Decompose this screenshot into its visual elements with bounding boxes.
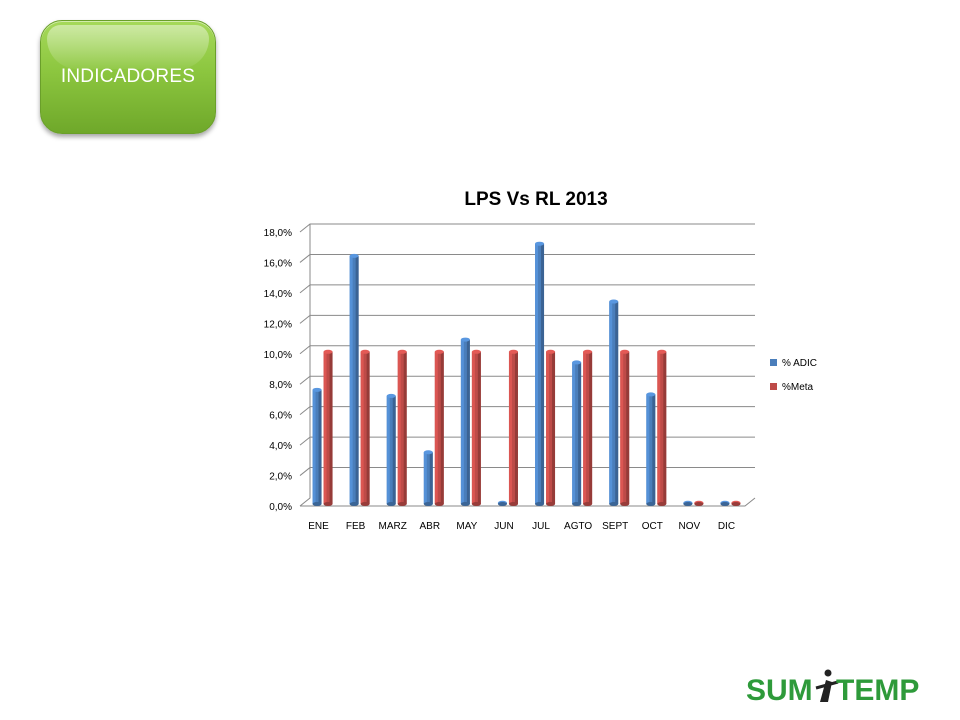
gridline — [299, 467, 755, 476]
bar-meta-agto — [583, 349, 593, 506]
x-axis-labels: ENE FEB MARZ ABR MAY JUN JUL AGTO SEPT OCT NOV DIC — [308, 521, 735, 532]
y-axis-wall — [299, 224, 311, 507]
logo-figure-icon — [815, 669, 839, 702]
gridline — [299, 375, 755, 385]
bar-meta-ene — [323, 349, 333, 506]
x-tick-label: DIC — [718, 521, 735, 532]
legend-swatch — [770, 383, 777, 390]
bar-meta-nov — [694, 500, 704, 506]
gridline — [299, 314, 755, 324]
gridline — [299, 436, 755, 446]
bar-adic-abr — [423, 450, 433, 506]
bar-meta-feb — [360, 349, 370, 506]
chart-grid — [299, 223, 756, 507]
bar-adic-dic — [720, 500, 730, 506]
x-tick-label: MARZ — [379, 521, 407, 532]
bar-adic-may — [460, 337, 470, 506]
legend-item: %Meta — [770, 382, 814, 393]
indicadores-label: INDICADORES — [60, 66, 196, 87]
chart-title: LPS Vs RL 2013 — [464, 189, 607, 210]
chart-legend: % ADIC %Meta — [770, 358, 817, 393]
bar-adic-feb — [349, 253, 359, 506]
chart-bars — [312, 241, 741, 506]
bar-adic-agto — [572, 360, 582, 506]
logo-text-right: TEMP — [836, 674, 919, 707]
y-tick-label: 6,0% — [269, 411, 292, 422]
logo-text-left: SUM — [746, 674, 813, 707]
gridline — [299, 253, 755, 263]
bar-meta-may — [471, 349, 481, 506]
y-tick-label: 10,0% — [264, 350, 292, 361]
y-tick-label: 12,0% — [264, 319, 292, 330]
legend-label: %Meta — [782, 382, 814, 393]
bar-meta-abr — [434, 349, 444, 506]
bar-meta-oct — [657, 349, 667, 506]
x-tick-label: MAY — [456, 521, 477, 532]
x-tick-label: AGTO — [564, 521, 592, 532]
bar-meta-marz — [397, 349, 407, 506]
bar-adic-oct — [646, 392, 656, 506]
legend-swatch — [770, 359, 777, 366]
gridline — [299, 406, 755, 416]
x-tick-label: JUL — [532, 521, 550, 532]
y-axis-labels: 0,0% 2,0% 4,0% 6,0% 8,0% 10,0% 12,0% 14,0% 16,0%… — [264, 228, 292, 513]
y-tick-label: 0,0% — [269, 502, 292, 513]
x-tick-label: ABR — [420, 521, 441, 532]
gridline — [299, 223, 755, 233]
legend-label: % ADIC — [782, 358, 817, 369]
bar-adic-jun — [497, 500, 507, 506]
x-tick-label: FEB — [346, 521, 366, 532]
bar-adic-sept — [609, 299, 619, 506]
indicadores-button[interactable]: INDICADORES — [40, 20, 216, 134]
gridline — [299, 284, 755, 294]
bar-meta-dic — [731, 500, 741, 506]
x-tick-label: OCT — [642, 521, 663, 532]
x-tick-label: ENE — [308, 521, 329, 532]
x-tick-label: SEPT — [602, 521, 628, 532]
bar-meta-sept — [620, 349, 630, 506]
gridline — [299, 345, 755, 355]
bar-meta-jul — [546, 349, 556, 506]
bar-adic-jul — [535, 241, 545, 506]
x-tick-label: NOV — [679, 521, 701, 532]
sumitemp-logo: SUM TEMP — [746, 669, 919, 707]
x-tick-label: JUN — [494, 521, 513, 532]
bar-meta-jun — [508, 349, 518, 506]
bar-adic-ene — [312, 387, 322, 506]
y-tick-label: 16,0% — [264, 258, 292, 269]
y-tick-label: 8,0% — [269, 380, 292, 391]
y-tick-label: 4,0% — [269, 441, 292, 452]
bar-adic-nov — [683, 500, 693, 506]
bar-adic-marz — [386, 393, 396, 506]
y-tick-label: 18,0% — [264, 228, 292, 239]
x-axis-floor — [300, 497, 756, 507]
y-tick-label: 2,0% — [269, 472, 292, 483]
y-tick-label: 14,0% — [264, 289, 292, 300]
legend-item: % ADIC — [770, 358, 817, 369]
